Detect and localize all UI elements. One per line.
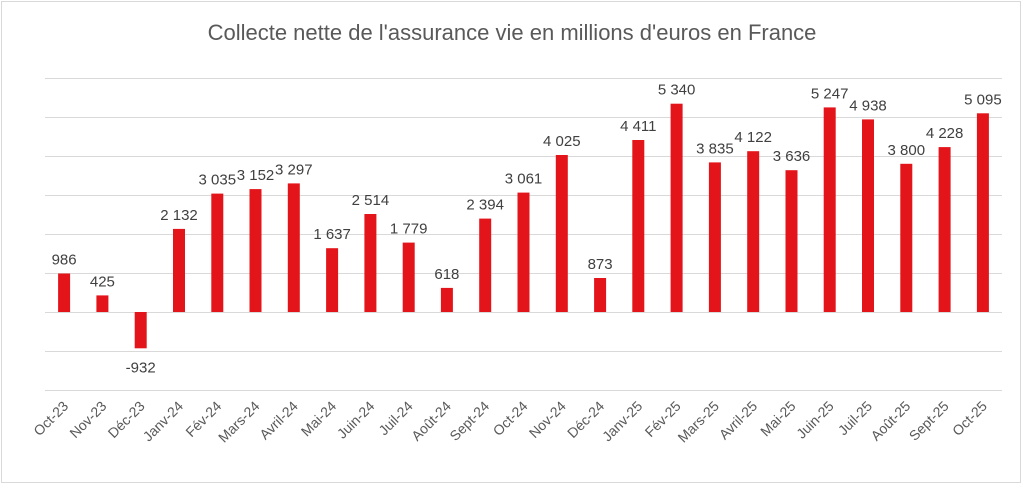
x-tick-label: Juin-25 (793, 398, 837, 442)
bar (58, 273, 71, 312)
bar (747, 151, 760, 312)
data-label: 2 394 (466, 197, 504, 214)
bars (58, 103, 989, 349)
x-tick-label: Mai-24 (298, 398, 340, 440)
bar (96, 295, 109, 312)
data-label: 3 636 (773, 148, 811, 165)
bar (670, 103, 683, 312)
bar (326, 248, 339, 312)
x-tick-label: Janv-25 (599, 398, 646, 445)
x-tick-label: Oct-23 (30, 398, 71, 439)
bar (555, 155, 568, 312)
x-tick-label: Janv-24 (140, 398, 187, 445)
x-tick-label: Oct-24 (490, 398, 531, 439)
data-label: 618 (434, 266, 459, 283)
data-label: 873 (588, 256, 613, 273)
bar (249, 189, 262, 312)
data-label: 425 (90, 273, 115, 290)
data-label: 5 247 (811, 85, 849, 102)
data-label: 3 152 (237, 167, 275, 184)
data-label: 2 514 (352, 192, 390, 209)
x-tick-label: Juin-24 (334, 398, 378, 442)
x-tick-label: Mars-24 (215, 398, 263, 446)
data-label: 5 095 (964, 91, 1002, 108)
bar (479, 218, 492, 312)
bar (517, 192, 530, 312)
bar (364, 214, 377, 312)
bar (173, 228, 185, 312)
data-label: 4 025 (543, 133, 581, 150)
bar (823, 107, 836, 313)
data-label: 4 411 (620, 118, 656, 135)
data-label: 4 228 (926, 125, 964, 142)
data-label: 4 938 (849, 97, 887, 114)
bar (976, 113, 989, 312)
bar (440, 287, 453, 312)
bar (211, 193, 224, 312)
bar (900, 163, 913, 312)
data-label: 1 779 (390, 221, 428, 238)
data-label: 3 835 (696, 140, 734, 157)
x-tick-label: Mars-25 (674, 398, 722, 446)
bar (134, 312, 147, 349)
data-label: 5 340 (658, 82, 696, 99)
bar (862, 119, 874, 313)
x-tick-label: Sept-24 (446, 398, 492, 444)
data-label: 1 637 (313, 226, 351, 243)
bar (402, 242, 415, 312)
x-axis-labels: Oct-23Nov-23Déc-23Janv-24Fév-24Mars-24Av… (30, 398, 990, 446)
bar (938, 147, 951, 312)
data-label: 3 800 (888, 142, 926, 159)
bar (708, 162, 721, 312)
bar (785, 170, 798, 312)
data-label: 3 035 (199, 172, 237, 189)
x-tick-label: Sept-25 (906, 398, 952, 444)
x-tick-label: Nov-24 (526, 398, 569, 441)
x-tick-label: Mai-25 (757, 398, 799, 440)
bar (287, 183, 300, 312)
x-tick-label: Nov-23 (66, 398, 109, 441)
data-label: 3 297 (275, 161, 313, 178)
data-label: 2 132 (160, 207, 198, 224)
data-label: 986 (52, 252, 77, 269)
x-tick-label: Avril-24 (256, 398, 301, 443)
x-tick-label: Oct-25 (949, 398, 990, 439)
x-tick-label: Août-24 (408, 398, 454, 444)
bar (632, 140, 645, 312)
data-label: -932 (126, 359, 156, 376)
x-tick-label: Avril-25 (716, 398, 761, 443)
chart-title: Collecte nette de l'assurance vie en mil… (207, 20, 817, 45)
data-label: 3 061 (505, 171, 543, 188)
x-tick-label: Août-25 (867, 398, 913, 444)
bar (594, 278, 607, 312)
data-label: 4 122 (734, 129, 772, 146)
